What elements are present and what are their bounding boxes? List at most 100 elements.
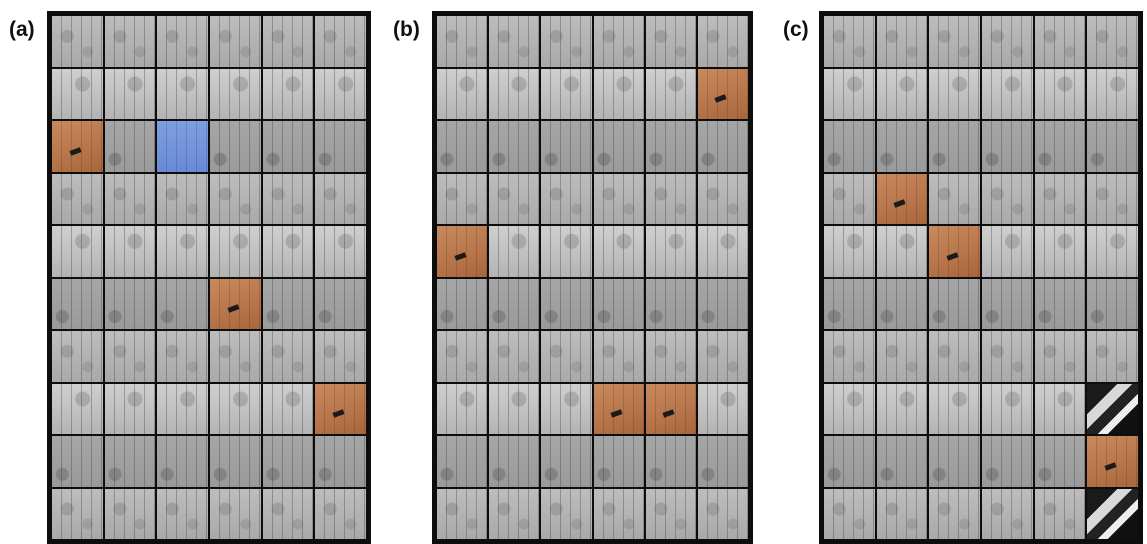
solar-cell	[262, 226, 314, 277]
solar-cell	[1034, 331, 1086, 382]
solar-cell	[593, 331, 644, 382]
solar-cell	[262, 16, 314, 67]
solar-cell	[52, 383, 103, 434]
solar-cell	[824, 436, 875, 487]
crack-mark	[714, 94, 727, 104]
solar-cell	[982, 436, 1033, 487]
solar-cell	[104, 488, 156, 539]
solar-cell	[437, 278, 488, 329]
solar-cell	[489, 121, 540, 172]
solar-cell	[489, 331, 540, 382]
solar-cell	[593, 226, 644, 277]
solar-cell	[1087, 173, 1138, 224]
solar-cell	[1034, 278, 1086, 329]
solar-cell	[593, 278, 644, 329]
solar-cell	[210, 173, 261, 224]
solar-cell	[541, 436, 592, 487]
solar-cell	[645, 331, 696, 382]
solar-cell	[876, 488, 928, 539]
solar-cell	[982, 488, 1033, 539]
solar-cell	[52, 278, 103, 329]
solar-module-c	[819, 11, 1143, 544]
solar-cell	[1034, 121, 1086, 172]
solar-cell	[541, 488, 592, 539]
solar-cell	[157, 488, 208, 539]
solar-cell	[157, 383, 208, 434]
solar-cell	[824, 16, 875, 67]
solar-cell	[489, 436, 540, 487]
solar-cell-orange-highlight	[645, 383, 696, 434]
solar-cell	[541, 173, 592, 224]
crack-mark	[946, 252, 959, 261]
solar-cell	[1034, 488, 1086, 539]
solar-cell	[315, 68, 366, 119]
solar-cell	[315, 278, 366, 329]
solar-cell	[697, 173, 748, 224]
solar-cell	[52, 488, 103, 539]
solar-cell	[315, 488, 366, 539]
solar-cell	[697, 488, 748, 539]
solar-cell	[437, 121, 488, 172]
solar-cell	[645, 436, 696, 487]
solar-cell	[929, 331, 980, 382]
solar-cell	[315, 16, 366, 67]
solar-cell	[1087, 16, 1138, 67]
solar-cell	[593, 173, 644, 224]
solar-cell	[541, 226, 592, 277]
solar-cell	[541, 331, 592, 382]
solar-cell-orange-highlight	[593, 383, 644, 434]
solar-cell-orange-highlight	[697, 68, 748, 119]
crack-mark	[227, 304, 240, 314]
solar-cell	[315, 226, 366, 277]
solar-cell	[489, 16, 540, 67]
solar-cell	[104, 278, 156, 329]
solar-cell-orange-highlight	[52, 121, 103, 172]
solar-cell-orange-highlight	[437, 226, 488, 277]
solar-cell	[929, 488, 980, 539]
solar-cell-dark-highlight	[1087, 488, 1138, 539]
crack-mark	[662, 409, 675, 419]
solar-cell	[104, 436, 156, 487]
solar-cell	[104, 383, 156, 434]
solar-cell	[262, 278, 314, 329]
solar-cell	[210, 488, 261, 539]
solar-cell	[824, 226, 875, 277]
solar-cell	[52, 16, 103, 67]
solar-cell	[541, 278, 592, 329]
solar-cell	[210, 331, 261, 382]
solar-cell	[824, 383, 875, 434]
solar-cell	[645, 121, 696, 172]
solar-cell	[645, 16, 696, 67]
solar-cell	[1087, 68, 1138, 119]
solar-cell	[489, 68, 540, 119]
cell-grid-b	[437, 16, 748, 539]
solar-cell	[489, 173, 540, 224]
solar-cell	[876, 331, 928, 382]
solar-cell	[104, 173, 156, 224]
solar-cell	[824, 278, 875, 329]
solar-cell	[982, 278, 1033, 329]
solar-cell	[489, 488, 540, 539]
solar-cell	[52, 436, 103, 487]
solar-cell	[541, 68, 592, 119]
solar-cell	[593, 121, 644, 172]
solar-cell	[1034, 383, 1086, 434]
solar-module-a	[47, 11, 371, 544]
solar-cell	[210, 121, 261, 172]
solar-cell	[1087, 226, 1138, 277]
solar-cell	[210, 436, 261, 487]
crack-mark	[610, 409, 623, 419]
panel-label-b: (b)	[393, 18, 420, 41]
solar-cell	[210, 16, 261, 67]
solar-cell	[982, 383, 1033, 434]
solar-cell	[697, 226, 748, 277]
solar-cell-orange-highlight	[315, 383, 366, 434]
solar-cell	[262, 173, 314, 224]
solar-cell	[1087, 331, 1138, 382]
solar-cell	[824, 331, 875, 382]
solar-cell	[1034, 68, 1086, 119]
solar-cell-orange-highlight	[210, 278, 261, 329]
solar-cell	[982, 16, 1033, 67]
solar-cell	[697, 278, 748, 329]
solar-cell	[489, 383, 540, 434]
